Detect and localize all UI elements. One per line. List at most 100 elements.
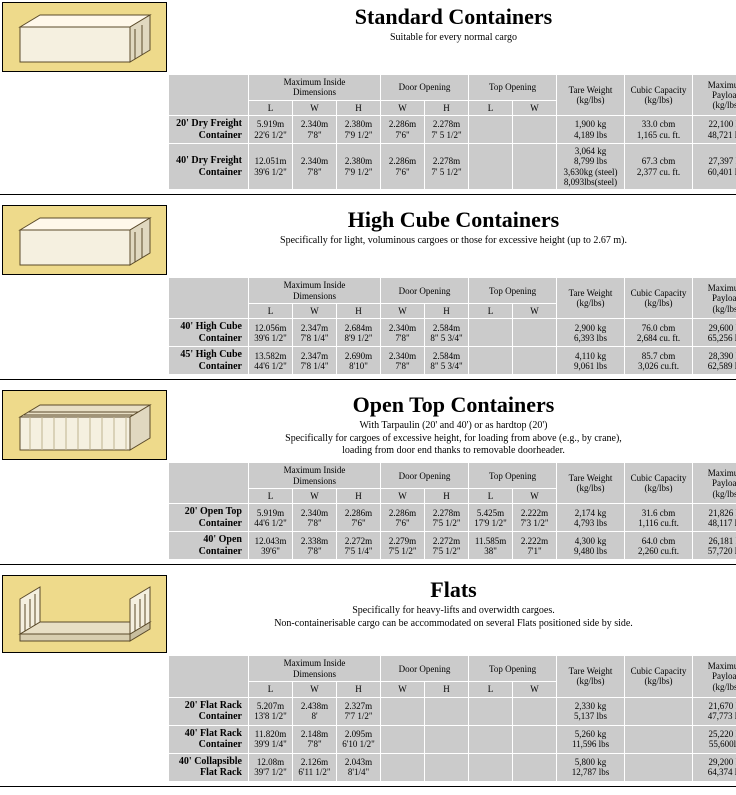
hdr-tare: Tare Weight (kg/lbs) bbox=[557, 656, 625, 697]
dim-w: 2.340m 7'8" bbox=[293, 116, 337, 144]
row-label: 40' Dry Freight Container bbox=[169, 144, 249, 190]
dim-h: 2.043m 8'1/4" bbox=[337, 753, 381, 781]
sub-door-h: H bbox=[425, 682, 469, 697]
row-label: 20' Open Top Container bbox=[169, 504, 249, 532]
sub-h: H bbox=[337, 489, 381, 504]
section-subtitle: Specifically for light, voluminous cargo… bbox=[179, 235, 728, 248]
section-subtitle: Suitable for every normal cargo bbox=[179, 32, 728, 45]
dim-l: 5.919m 22'6 1/2" bbox=[249, 116, 293, 144]
tare: 1,900 kg 4,189 lbs bbox=[557, 116, 625, 144]
table-row: 40' Open Container 12.043m 39'6" 2.338m … bbox=[169, 532, 736, 560]
door-w: 2.286m 7'6" bbox=[381, 144, 425, 190]
hdr-door: Door Opening bbox=[381, 278, 469, 304]
top-l: 11.585m 38" bbox=[469, 532, 513, 560]
dim-l: 12.056m 39'6 1/2" bbox=[249, 319, 293, 347]
dim-w: 2.340m 7'8" bbox=[293, 144, 337, 190]
sub-top-l: L bbox=[469, 100, 513, 115]
top-l bbox=[469, 116, 513, 144]
tare: 2,174 kg 4,793 lbs bbox=[557, 504, 625, 532]
dim-l: 12.051m 39'6 1/2" bbox=[249, 144, 293, 190]
section-flats: Flats Specifically for heavy-lifts and o… bbox=[0, 573, 736, 786]
door-w bbox=[381, 697, 425, 725]
cubic: 67.3 cbm 2,377 cu. ft. bbox=[625, 144, 693, 190]
hdr-payload: Maximum Payload (kg/lbs) bbox=[693, 463, 736, 504]
header-row-1: Maximum Inside Dimensions Door Opening T… bbox=[169, 656, 736, 682]
hdr-payload: Maximum Payload (kg/lbs) bbox=[693, 75, 736, 116]
top-l bbox=[469, 725, 513, 753]
header-row-1: Maximum Inside Dimensions Door Opening T… bbox=[169, 75, 736, 101]
dim-h: 2.272m 7'5 1/4" bbox=[337, 532, 381, 560]
door-w: 2.286m 7'6" bbox=[381, 504, 425, 532]
dim-h: 2.095m 6'10 1/2" bbox=[337, 725, 381, 753]
door-h: 2.584m 8" 5 3/4" bbox=[425, 347, 469, 375]
section-title: High Cube Containers bbox=[179, 207, 728, 233]
row-label: 45' High Cube Container bbox=[169, 347, 249, 375]
hdr-maxinside: Maximum Inside Dimensions bbox=[249, 75, 381, 101]
top-w bbox=[513, 116, 557, 144]
top-w bbox=[513, 725, 557, 753]
door-w bbox=[381, 753, 425, 781]
door-h: 2.278m 7'5 1/2" bbox=[425, 504, 469, 532]
dim-w: 2.126m 6'11 1/2" bbox=[293, 753, 337, 781]
section-title: Standard Containers bbox=[179, 4, 728, 30]
dim-w: 2.340m 7'8" bbox=[293, 504, 337, 532]
top-l: 5.425m 17'9 1/2" bbox=[469, 504, 513, 532]
tare: 5,260 kg 11,596 lbs bbox=[557, 725, 625, 753]
hdr-tare: Tare Weight (kg/lbs) bbox=[557, 278, 625, 319]
hdr-door: Door Opening bbox=[381, 656, 469, 682]
container-illustration bbox=[2, 2, 167, 72]
sub-w: W bbox=[293, 682, 337, 697]
top-w bbox=[513, 753, 557, 781]
sub-top-w: W bbox=[513, 682, 557, 697]
sub-w: W bbox=[293, 100, 337, 115]
container-illustration bbox=[2, 390, 167, 460]
cubic: 33.0 cbm 1,165 cu. ft. bbox=[625, 116, 693, 144]
table-row: 20' Flat Rack Container 5.207m 13'8 1/2"… bbox=[169, 697, 736, 725]
dim-w: 2.438m 8' bbox=[293, 697, 337, 725]
door-h bbox=[425, 725, 469, 753]
table-row: 40' Flat Rack Container 11.820m 39'9 1/4… bbox=[169, 725, 736, 753]
top-w bbox=[513, 144, 557, 190]
row-label: 40' Collapsible Flat Rack bbox=[169, 753, 249, 781]
tare: 2,900 kg 6,393 lbs bbox=[557, 319, 625, 347]
sub-door-h: H bbox=[425, 489, 469, 504]
payload: 29,600 kg 65,256 lbs bbox=[693, 319, 736, 347]
door-h bbox=[425, 697, 469, 725]
sub-l: L bbox=[249, 304, 293, 319]
dim-h: 2.690m 8'10" bbox=[337, 347, 381, 375]
door-h: 2.272m 7'5 1/2" bbox=[425, 532, 469, 560]
payload: 21,670 kg 47,773 lbs bbox=[693, 697, 736, 725]
tare: 3,064 kg 8,799 lbs 3,630kg (steel) 8,093… bbox=[557, 144, 625, 190]
top-w bbox=[513, 319, 557, 347]
container-illustration bbox=[2, 205, 167, 275]
door-h bbox=[425, 753, 469, 781]
cubic bbox=[625, 753, 693, 781]
section-highcube: High Cube Containers Specifically for li… bbox=[0, 203, 736, 380]
top-l bbox=[469, 319, 513, 347]
dim-l: 11.820m 39'9 1/4" bbox=[249, 725, 293, 753]
sub-door-w: W bbox=[381, 682, 425, 697]
tare: 5,800 kg 12,787 lbs bbox=[557, 753, 625, 781]
tare: 4,300 kg 9,480 lbs bbox=[557, 532, 625, 560]
header-row-1: Maximum Inside Dimensions Door Opening T… bbox=[169, 463, 736, 489]
cubic bbox=[625, 725, 693, 753]
hdr-maxinside: Maximum Inside Dimensions bbox=[249, 656, 381, 682]
sub-w: W bbox=[293, 304, 337, 319]
row-label: 40' Flat Rack Container bbox=[169, 725, 249, 753]
sub-top-l: L bbox=[469, 489, 513, 504]
dim-w: 2.148m 7'8" bbox=[293, 725, 337, 753]
sub-h: H bbox=[337, 682, 381, 697]
table-row: 40' High Cube Container 12.056m 39'6 1/2… bbox=[169, 319, 736, 347]
table-row: 20' Open Top Container 5.919m 44'6 1/2" … bbox=[169, 504, 736, 532]
dim-w: 2.338m 7'8" bbox=[293, 532, 337, 560]
sub-top-w: W bbox=[513, 100, 557, 115]
section-title: Flats bbox=[179, 577, 728, 603]
door-w bbox=[381, 725, 425, 753]
hdr-door: Door Opening bbox=[381, 75, 469, 101]
header-row-1: Maximum Inside Dimensions Door Opening T… bbox=[169, 278, 736, 304]
cubic: 85.7 cbm 3,026 cu.ft. bbox=[625, 347, 693, 375]
sub-h: H bbox=[337, 304, 381, 319]
top-w: 2.222m 7'3 1/2" bbox=[513, 504, 557, 532]
dim-h: 2.380m 7'9 1/2" bbox=[337, 116, 381, 144]
door-w: 2.279m 7'5 1/2" bbox=[381, 532, 425, 560]
